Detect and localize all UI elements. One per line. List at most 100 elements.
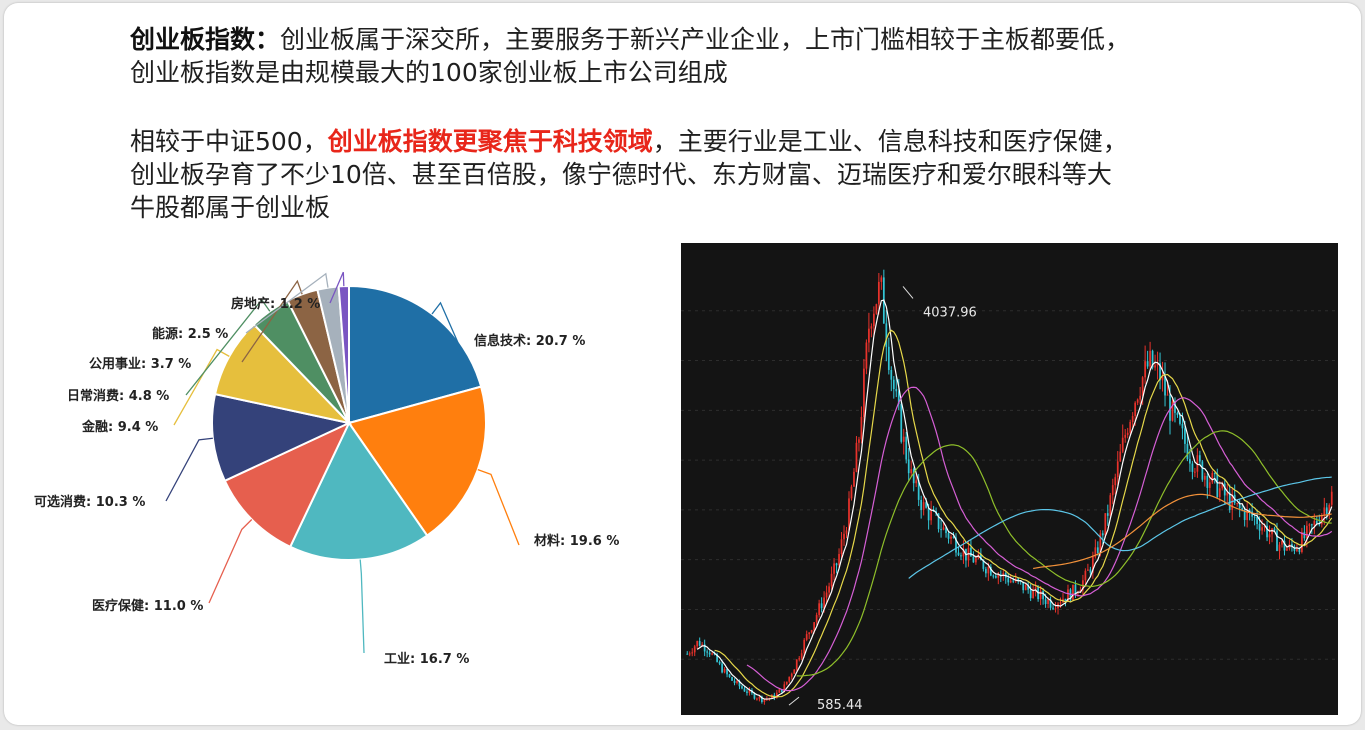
candle-body (793, 669, 796, 674)
candle-body (785, 681, 788, 685)
candle-body (942, 527, 945, 530)
pie-leader-line (185, 298, 271, 396)
candle-body (873, 313, 875, 327)
candle-body (788, 676, 791, 682)
candle-body (1191, 463, 1194, 472)
candle-body (1206, 475, 1209, 488)
candle-body (1266, 525, 1268, 538)
candle-body (1184, 428, 1186, 444)
candle-body (1276, 530, 1278, 551)
pie-slice-label: 日常消费: 4.8 % (67, 388, 169, 404)
candle-body (848, 498, 850, 531)
candle-body (940, 529, 942, 531)
candle-body (1044, 599, 1047, 604)
candle-body (1131, 416, 1134, 423)
candle-body (1161, 376, 1164, 381)
pie-leader-line (431, 301, 460, 346)
candle-body (1218, 488, 1221, 498)
candle-body (1221, 483, 1224, 489)
candle-body (1256, 516, 1258, 525)
candle-body (1315, 520, 1318, 524)
pie-slice-label: 公用事业: 3.7 % (89, 356, 191, 372)
candle-body (1099, 533, 1102, 554)
candle-body (828, 586, 830, 593)
candle-body (803, 639, 806, 654)
candle-body (1253, 516, 1256, 518)
candle-body (731, 677, 733, 681)
candle-body (1223, 483, 1226, 496)
candle-body (1091, 556, 1094, 573)
candle-body (1213, 473, 1216, 475)
candle-body (1236, 503, 1239, 505)
candle-body (1189, 459, 1191, 464)
candle-body (920, 499, 923, 510)
candle-body (843, 533, 845, 540)
candle-body (1310, 524, 1313, 526)
candle-body (962, 548, 965, 557)
candle-body (955, 537, 957, 553)
candle-body (952, 536, 955, 538)
candle-body (1087, 569, 1089, 571)
candle-body (945, 527, 947, 534)
slide: 创业板指数：创业板属于深交所，主要服务于新兴产业企业，上市门槛相较于主板都要低，… (4, 3, 1361, 725)
candle-body (890, 369, 893, 380)
candle-body (1032, 589, 1035, 599)
candle-body (1054, 608, 1057, 610)
candle-body (1047, 599, 1049, 604)
candle-body (790, 673, 793, 677)
intro-line-2: 创业板指数是由规模最大的100家创业板上市公司组成 (130, 58, 728, 87)
pie-slice-label: 材料: 19.6 % (534, 533, 619, 549)
candle-body (1059, 602, 1062, 604)
candle-body (840, 539, 843, 555)
low-annotation: 585.44 (817, 698, 863, 713)
moving-average-line (908, 476, 1332, 579)
pie-slice-label: 医疗保健: 11.0 % (92, 598, 203, 614)
candle-body (947, 533, 950, 539)
candle-body (703, 644, 706, 652)
index-candlestick-chart: 4037.96 585.44 (681, 243, 1338, 715)
candle-body (753, 693, 756, 699)
candle-body (1174, 401, 1176, 413)
candle-body (900, 403, 903, 442)
candle-body (992, 575, 995, 577)
candle-body (887, 346, 890, 370)
comparison-rest: ，主要行业是工业、信息科技和医疗保健， (652, 127, 1128, 156)
candle-body (1149, 350, 1151, 367)
candle-body (1129, 422, 1132, 433)
candle-body (885, 323, 888, 347)
candle-body (1101, 533, 1104, 536)
candle-body (987, 566, 990, 574)
candle-body (1186, 443, 1189, 460)
candle-body (830, 573, 833, 587)
comparison-line-3: 牛股都属于创业板 (130, 193, 331, 222)
candle-body (1042, 590, 1044, 600)
candle-body (950, 536, 952, 539)
candle-body (805, 634, 808, 640)
candle-body (1072, 584, 1074, 601)
candle-body (865, 342, 868, 369)
candle-body (863, 368, 865, 417)
candle-body (937, 513, 940, 530)
candle-body (870, 326, 873, 329)
candle-body (1203, 475, 1206, 480)
candle-body (1039, 590, 1042, 600)
candle-body (1258, 524, 1261, 531)
candle-body (1328, 504, 1331, 515)
candle-body (718, 661, 721, 664)
candle-body (902, 436, 905, 442)
candle-body (927, 507, 930, 521)
moving-average-line (714, 329, 1333, 698)
candle-body (1308, 524, 1311, 526)
candle-body (1278, 544, 1281, 551)
candle-body (1238, 503, 1241, 509)
candle-body (1134, 402, 1137, 417)
pie-slice (288, 421, 429, 561)
candle-body (1208, 482, 1211, 488)
candle-body (1176, 412, 1179, 415)
candle-body (1094, 547, 1097, 557)
candle-body (800, 653, 803, 659)
candle-body (1017, 578, 1020, 581)
candle-body (994, 575, 997, 578)
candle-body (1286, 548, 1288, 551)
candle-body (1169, 394, 1171, 421)
